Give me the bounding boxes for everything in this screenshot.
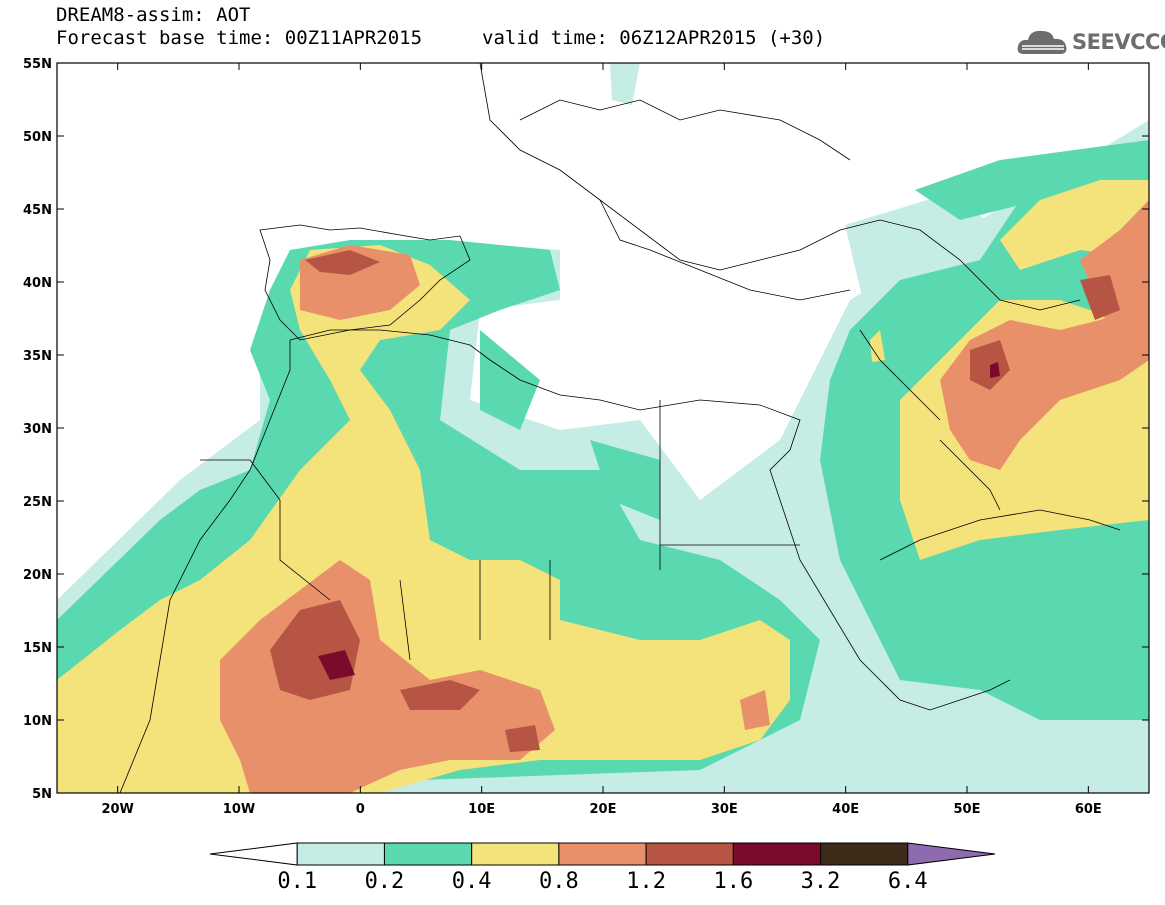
title-base-time: Forecast base time: 00Z11APR2015	[56, 27, 423, 49]
lat-tick-label: 45N	[23, 203, 52, 218]
latitude-axis: 55N 50N 45N 40N 35N 30N 25N 20N 15N 10N 5N	[23, 57, 1149, 802]
colorbar: 0.1 0.2 0.4 0.8 1.2 1.6 3.2 6.4	[209, 842, 996, 894]
colorbar-label: 1.2	[626, 869, 666, 894]
colorbar-swatch	[907, 842, 996, 866]
lon-tick-label: 50E	[954, 802, 981, 817]
colorbar-swatch	[209, 842, 298, 866]
logo-text: SEEVCCC	[1072, 30, 1165, 54]
lon-tick-label: 30E	[711, 802, 738, 817]
colorbar-label: 0.4	[452, 869, 492, 894]
colorbar-swatch	[645, 842, 734, 866]
aot-field	[57, 63, 1149, 793]
lon-tick-label: 40E	[832, 802, 859, 817]
colorbar-swatch	[820, 842, 909, 866]
title-line-1: DREAM8-assim: AOT	[56, 4, 251, 26]
lat-tick-label: 5N	[32, 787, 52, 802]
cloud-logo-icon	[1017, 30, 1067, 54]
colorbar-swatch	[471, 842, 560, 866]
lon-tick-label: 10W	[223, 802, 255, 817]
title-valid-time: valid time: 06Z12APR2015 (+30)	[482, 27, 826, 49]
colorbar-label: 0.8	[539, 869, 579, 894]
colorbar-label: 0.1	[277, 869, 317, 894]
lat-tick-label: 15N	[23, 641, 52, 656]
colorbar-swatch	[732, 842, 822, 866]
lat-tick-label: 10N	[23, 714, 52, 729]
lon-tick-label: 0	[356, 802, 365, 817]
lat-tick-label: 40N	[23, 276, 52, 291]
lon-tick-label: 10E	[468, 802, 495, 817]
colorbar-label: 3.2	[801, 869, 841, 894]
lat-tick-label: 55N	[23, 57, 52, 72]
colorbar-label: 0.2	[365, 869, 405, 894]
colorbar-swatch	[558, 842, 647, 866]
lon-tick-label: 20E	[590, 802, 617, 817]
lat-tick-label: 50N	[23, 130, 52, 145]
colorbar-swatch	[296, 842, 385, 866]
colorbar-label: 6.4	[888, 869, 928, 894]
lat-tick-label: 25N	[23, 495, 52, 510]
longitude-axis: 20W 10W 0 10E 20E 30E 40E 50E 60E	[101, 63, 1102, 817]
colorbar-label: 1.6	[713, 869, 753, 894]
lat-tick-label: 20N	[23, 568, 52, 583]
seevccc-logo: SEEVCCC	[1016, 24, 1165, 60]
lat-tick-label: 35N	[23, 349, 52, 364]
lat-tick-label: 30N	[23, 422, 52, 437]
lon-tick-label: 20W	[101, 802, 133, 817]
lon-tick-label: 60E	[1075, 802, 1102, 817]
colorbar-swatch	[383, 842, 473, 866]
